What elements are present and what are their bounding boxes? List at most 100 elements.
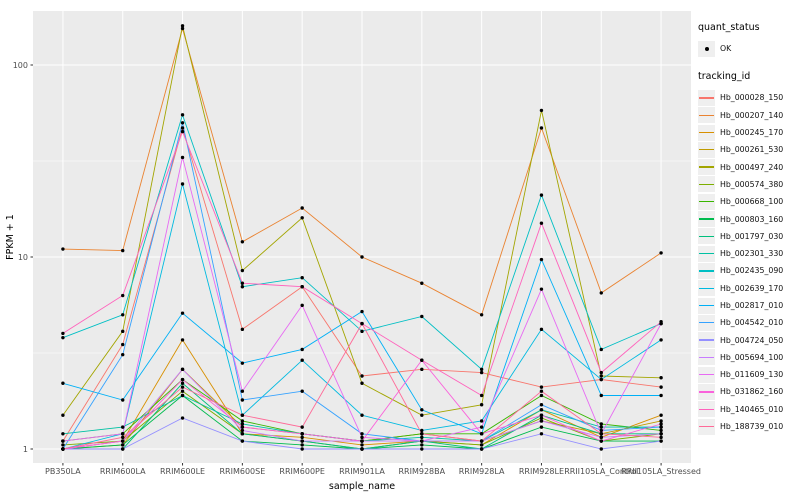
data-point <box>420 367 424 372</box>
legend-item: Hb_000207_140 <box>698 107 798 124</box>
legend-item-label: Hb_000803_160 <box>720 214 784 224</box>
legend-item-label: Hb_000028_150 <box>720 93 784 103</box>
data-point <box>539 393 544 398</box>
data-point <box>180 24 185 28</box>
legend-item: Hb_000803_160 <box>698 210 798 228</box>
data-point <box>240 422 245 426</box>
data-point <box>599 439 603 443</box>
line-key-icon <box>698 314 715 331</box>
y-tick-label: 1 <box>23 445 28 454</box>
data-point <box>240 413 245 417</box>
y-axis-title: FPKM + 1 <box>5 214 16 260</box>
legend-item: Hb_000245_170 <box>698 124 798 141</box>
data-point <box>61 335 65 340</box>
data-point <box>300 303 304 308</box>
data-point <box>539 419 544 423</box>
line-key-icon <box>698 107 715 124</box>
data-point <box>420 281 424 285</box>
data-point <box>659 376 663 380</box>
x-tick-label: RRII105LA_Control <box>564 467 638 476</box>
x-tick-label: RRIM928BA <box>399 467 446 476</box>
data-point <box>360 443 364 447</box>
data-point <box>300 443 304 447</box>
data-point <box>61 432 65 436</box>
legend-item: Hb_002639_170 <box>698 280 798 297</box>
data-point <box>420 428 424 433</box>
legend-item-label: Hb_000261_530 <box>720 145 784 155</box>
x-tick-label: RRIM928LE <box>519 467 564 476</box>
legend-title-tracking-id: tracking_id <box>698 71 751 83</box>
legend-tracking-items: Hb_000028_150 Hb_000207_140 Hb_000245_170 H… <box>698 89 798 435</box>
data-point <box>300 439 304 443</box>
legend-item-label: OK <box>720 44 732 54</box>
line-key-icon <box>698 332 715 349</box>
data-point <box>479 403 484 407</box>
data-point <box>479 313 484 317</box>
data-point <box>539 408 544 412</box>
legend-item: Hb_004724_050 <box>698 331 798 349</box>
x-tick-label: RRIM600LA <box>100 467 146 476</box>
data-point <box>240 398 245 402</box>
data-point <box>180 182 185 186</box>
data-point <box>180 129 185 134</box>
data-point <box>180 393 185 398</box>
data-point <box>420 408 424 412</box>
data-point <box>539 416 544 420</box>
data-point <box>599 425 603 429</box>
x-tick-label: RRIM928LA <box>459 467 505 476</box>
data-point <box>121 342 125 347</box>
data-point <box>300 432 304 436</box>
data-point <box>659 320 663 324</box>
legend-item: Hb_000668_100 <box>698 193 798 210</box>
data-point <box>539 425 544 429</box>
data-point <box>420 439 424 443</box>
data-point <box>61 331 65 336</box>
data-point <box>300 347 304 352</box>
legend-item: Hb_002435_090 <box>698 262 798 279</box>
data-point <box>599 422 603 426</box>
legend-item-label: Hb_005694_100 <box>720 352 784 362</box>
data-point <box>659 251 663 255</box>
data-point <box>180 367 185 372</box>
legend-item: Hb_004542_010 <box>698 314 798 331</box>
data-point <box>300 276 304 280</box>
data-point <box>300 206 304 210</box>
legend-item-label: Hb_000574_380 <box>720 179 784 189</box>
data-point <box>659 422 663 426</box>
data-point <box>240 327 245 332</box>
data-point <box>121 293 125 298</box>
data-point <box>61 443 65 447</box>
line-key-icon <box>698 280 715 297</box>
data-point <box>240 285 245 289</box>
line-key-icon <box>698 401 715 418</box>
legend: quant_status OK tracking_id Hb_000028_15… <box>698 22 798 449</box>
data-point <box>180 155 185 160</box>
data-point <box>121 248 125 253</box>
data-point <box>121 398 125 402</box>
data-point <box>240 428 245 433</box>
data-point <box>479 370 484 375</box>
data-point <box>599 370 603 375</box>
data-point <box>479 443 484 447</box>
data-point <box>659 439 663 443</box>
y-tick-label: 10 <box>18 253 28 262</box>
data-point <box>539 108 544 113</box>
data-point <box>121 352 125 357</box>
data-point <box>360 374 364 378</box>
legend-item-label: Hb_011609_130 <box>720 370 784 380</box>
data-point <box>61 439 65 443</box>
data-point <box>240 361 245 365</box>
data-point <box>539 389 544 393</box>
data-point <box>539 287 544 291</box>
line-key-icon <box>698 383 715 400</box>
data-point <box>599 291 603 295</box>
line-key-icon <box>698 124 715 141</box>
legend-item-label: Hb_002435_090 <box>720 266 784 276</box>
line-key-icon <box>698 262 715 279</box>
data-point <box>360 439 364 443</box>
data-point <box>360 321 364 326</box>
legend-item-label: Hb_001797_030 <box>720 231 784 241</box>
data-point <box>479 367 484 372</box>
data-point <box>61 413 65 417</box>
